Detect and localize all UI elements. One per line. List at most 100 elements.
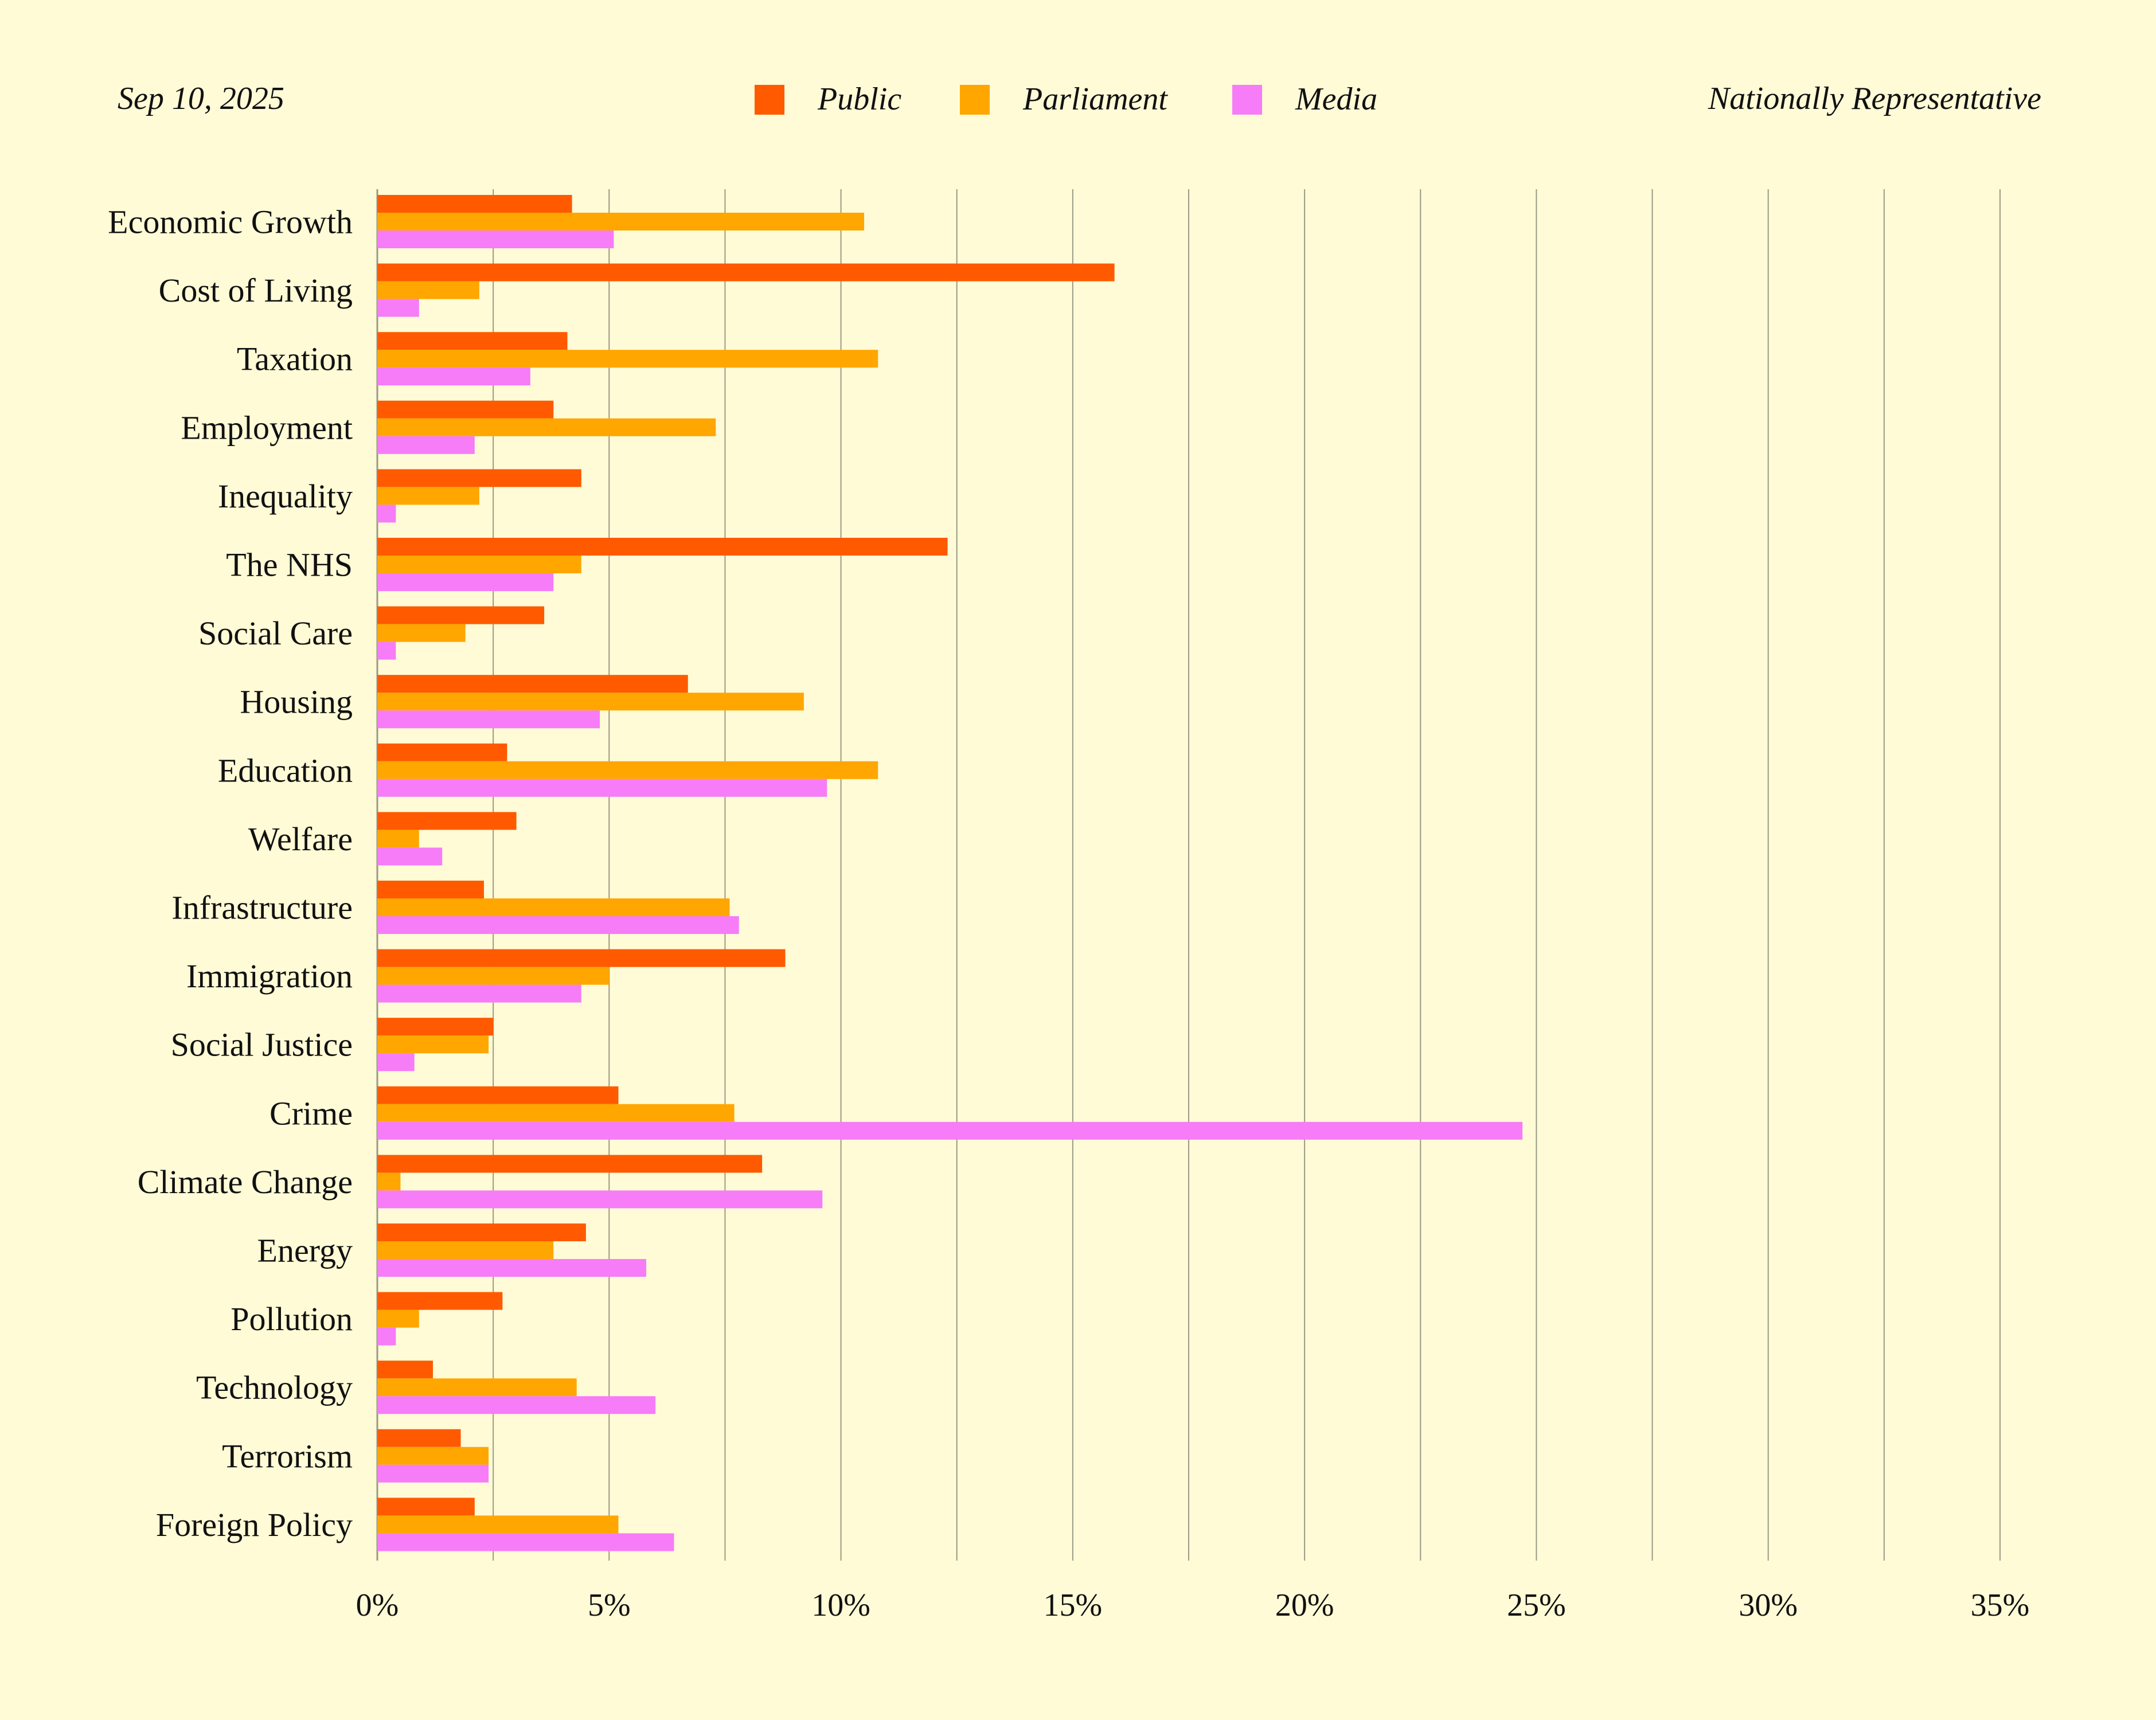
bar-parliament (377, 761, 878, 779)
bar-parliament (377, 693, 804, 711)
category-label: Technology (196, 1369, 353, 1406)
category-label: Pollution (231, 1300, 353, 1338)
category-label: Housing (240, 683, 353, 721)
bar-parliament (377, 213, 864, 230)
legend-swatch-public (755, 85, 784, 115)
bar-media (377, 299, 419, 317)
x-tick-label: 5% (588, 1588, 631, 1623)
bar-media (377, 916, 739, 934)
bar-parliament (377, 1515, 619, 1534)
bar-public (377, 812, 517, 830)
category-label: Crime (270, 1094, 353, 1132)
x-tick-labels: 0% 5% 10% 15% 20% 25% 30% 35% (356, 1588, 2030, 1623)
bar-public (377, 743, 507, 761)
bar-media (377, 1396, 656, 1414)
category-label: Foreign Policy (156, 1506, 353, 1543)
category-label: Social Justice (171, 1026, 353, 1064)
category-label: Energy (257, 1232, 353, 1269)
bar-media (377, 230, 614, 248)
legend-label-media: Media (1295, 81, 1377, 117)
bar-parliament (377, 967, 610, 985)
bar-parliament (377, 281, 479, 299)
x-tick-label: 25% (1507, 1588, 1566, 1623)
bar-parliament (377, 1035, 489, 1054)
bar-parliament (377, 1447, 489, 1465)
bar-media (377, 1190, 823, 1209)
date-label: Sep 10, 2025 (118, 81, 284, 116)
bar-public (377, 881, 484, 898)
bar-public (377, 675, 688, 693)
bar-parliament (377, 1378, 577, 1397)
bar-parliament (377, 418, 716, 436)
bar-public (377, 1361, 433, 1379)
bar-media (377, 984, 581, 1003)
category-label: Immigration (186, 957, 353, 995)
bar-media (377, 573, 554, 591)
legend-label-parliament: Parliament (1022, 81, 1168, 117)
bar-public (377, 332, 568, 350)
bar-public (377, 1498, 475, 1516)
category-label: Climate Change (138, 1163, 353, 1201)
legend-swatch-parliament (960, 85, 990, 115)
category-label: Welfare (248, 820, 353, 858)
bar-public (377, 1223, 586, 1241)
x-tick-label: 35% (1971, 1588, 2030, 1623)
bar-parliament (377, 350, 878, 368)
bar-parliament (377, 830, 419, 848)
category-label: Infrastructure (171, 889, 353, 927)
bar-media (377, 1533, 674, 1551)
x-tick-label: 10% (811, 1588, 870, 1623)
bar-public (377, 400, 554, 419)
bar-parliament (377, 1172, 401, 1191)
x-tick-label: 0% (356, 1588, 399, 1623)
bar-media (377, 368, 530, 386)
bar-public (377, 195, 572, 213)
bar-media (377, 779, 827, 797)
legend: Public Parliament Media (755, 81, 1377, 117)
bar-parliament (377, 898, 730, 916)
category-labels: Economic Growth Cost of Living Taxation Emp… (108, 204, 353, 1543)
bar-media (377, 1053, 415, 1072)
bar-public (377, 469, 581, 487)
bar-parliament (377, 1309, 419, 1328)
bar-media (377, 436, 475, 454)
bar-public (377, 1429, 461, 1447)
bar-media (377, 1464, 489, 1483)
bar-parliament (377, 624, 466, 642)
x-tick-label: 20% (1275, 1588, 1334, 1623)
bar-public (377, 606, 545, 624)
bar-media (377, 710, 600, 729)
bar-public (377, 263, 1115, 282)
bar-media (377, 1259, 646, 1277)
bar-public (377, 949, 786, 967)
category-label: Economic Growth (108, 204, 353, 241)
bar-public (377, 1155, 763, 1173)
category-label: The NHS (226, 546, 353, 584)
x-tick-label: 15% (1044, 1588, 1103, 1623)
legend-label-public: Public (817, 81, 901, 117)
sample-label: Nationally Representative (1708, 81, 2041, 116)
category-label: Education (218, 752, 353, 789)
category-label: Employment (181, 409, 353, 446)
bar-media (377, 847, 443, 866)
category-label: Terrorism (222, 1437, 353, 1475)
bar-public (377, 1018, 494, 1036)
legend-swatch-media (1232, 85, 1262, 115)
x-tick-label: 30% (1739, 1588, 1798, 1623)
bars (377, 195, 1523, 1551)
bar-public (377, 1086, 619, 1104)
bar-parliament (377, 1104, 735, 1122)
bar-parliament (377, 1241, 554, 1259)
category-label: Inequality (218, 478, 353, 515)
bar-media (377, 505, 396, 523)
bar-media (377, 1327, 396, 1346)
category-label: Taxation (237, 341, 353, 378)
bar-media (377, 1121, 1523, 1140)
bar-parliament (377, 487, 479, 505)
bar-media (377, 642, 396, 660)
bar-public (377, 538, 948, 556)
category-label: Social Care (198, 615, 353, 652)
category-label: Cost of Living (159, 272, 353, 309)
